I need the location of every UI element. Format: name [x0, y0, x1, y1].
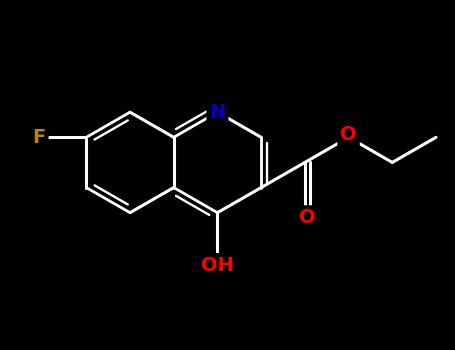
Text: F: F: [32, 128, 46, 147]
Text: O: O: [340, 125, 357, 144]
Text: O: O: [299, 208, 316, 227]
Text: N: N: [209, 103, 226, 122]
Text: OH: OH: [201, 256, 234, 275]
